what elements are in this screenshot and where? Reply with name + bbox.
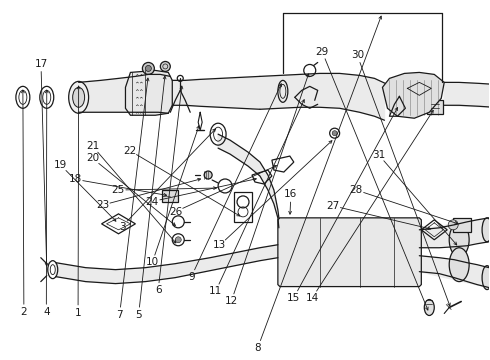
- Ellipse shape: [73, 87, 85, 107]
- Text: 3: 3: [119, 222, 125, 231]
- Text: 2: 2: [21, 307, 27, 317]
- Text: 28: 28: [350, 185, 363, 195]
- Polygon shape: [278, 218, 421, 287]
- Bar: [453, 218, 471, 232]
- Polygon shape: [172, 76, 260, 109]
- Ellipse shape: [482, 266, 490, 289]
- Ellipse shape: [69, 81, 89, 113]
- Text: 27: 27: [326, 201, 340, 211]
- Polygon shape: [218, 134, 279, 228]
- Text: 7: 7: [116, 310, 123, 320]
- Circle shape: [175, 237, 181, 243]
- Text: 1: 1: [75, 308, 81, 318]
- Text: 12: 12: [225, 296, 238, 306]
- Text: 4: 4: [43, 307, 49, 317]
- Circle shape: [204, 171, 212, 179]
- Text: 15: 15: [287, 293, 300, 303]
- Text: 5: 5: [135, 310, 142, 320]
- Text: 21: 21: [86, 141, 99, 151]
- Text: 10: 10: [146, 257, 159, 267]
- Polygon shape: [260, 73, 385, 120]
- Polygon shape: [419, 218, 489, 248]
- Text: 30: 30: [351, 50, 364, 60]
- Text: 6: 6: [155, 285, 161, 296]
- Text: 11: 11: [209, 286, 222, 296]
- Polygon shape: [78, 75, 171, 113]
- Ellipse shape: [449, 223, 469, 257]
- Ellipse shape: [424, 300, 434, 315]
- Text: 26: 26: [169, 207, 182, 217]
- Text: 31: 31: [372, 150, 385, 160]
- Text: 18: 18: [69, 174, 82, 184]
- Text: 16: 16: [284, 189, 297, 199]
- Circle shape: [160, 62, 171, 71]
- Bar: [427, 100, 443, 114]
- Polygon shape: [419, 256, 489, 288]
- Circle shape: [332, 131, 337, 136]
- Bar: [162, 190, 178, 202]
- Polygon shape: [56, 245, 278, 284]
- Polygon shape: [125, 71, 172, 115]
- Text: 20: 20: [86, 153, 99, 163]
- Ellipse shape: [482, 218, 490, 242]
- Bar: [234, 192, 252, 222]
- Polygon shape: [383, 72, 444, 118]
- Text: 8: 8: [254, 343, 261, 353]
- Polygon shape: [444, 82, 490, 107]
- Ellipse shape: [448, 220, 458, 230]
- Text: 17: 17: [34, 59, 48, 69]
- Text: 25: 25: [111, 185, 125, 195]
- Text: 23: 23: [96, 200, 109, 210]
- Text: 13: 13: [213, 240, 226, 250]
- Text: 24: 24: [146, 197, 159, 207]
- Text: 22: 22: [123, 145, 136, 156]
- Text: 14: 14: [306, 293, 319, 303]
- Text: 29: 29: [316, 46, 329, 57]
- Circle shape: [146, 66, 151, 71]
- Text: 19: 19: [54, 160, 67, 170]
- Ellipse shape: [449, 248, 469, 282]
- Text: 9: 9: [188, 272, 195, 282]
- Circle shape: [143, 62, 154, 75]
